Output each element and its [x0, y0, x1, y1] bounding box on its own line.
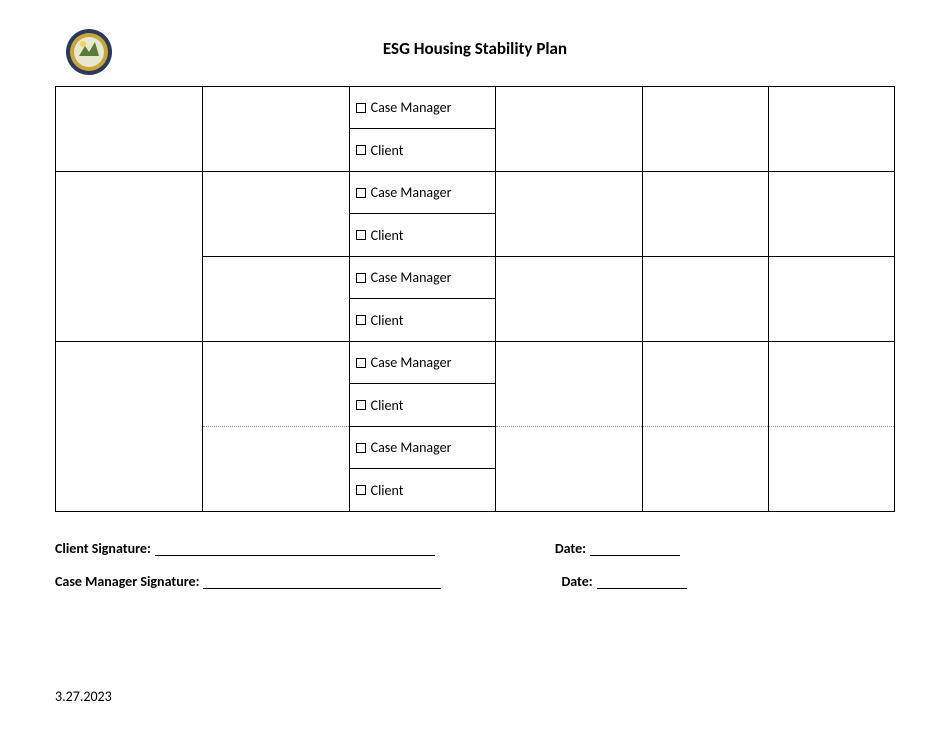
client-signature-line[interactable]: [155, 540, 435, 556]
option-label: Client: [371, 482, 404, 499]
option-label: Client: [371, 142, 404, 159]
option-case-manager[interactable]: Case Manager: [350, 257, 496, 299]
option-case-manager[interactable]: Case Manager: [350, 427, 496, 469]
date-label: Date:: [555, 540, 586, 557]
option-label: Case Manager: [371, 184, 452, 201]
signature-block: Client Signature: Date: Case Manager Sig…: [55, 540, 895, 590]
checkbox-icon[interactable]: [356, 188, 366, 198]
case-manager-signature-row: Case Manager Signature: Date:: [55, 573, 895, 590]
case-manager-signature-line[interactable]: [203, 573, 441, 589]
option-case-manager[interactable]: Case Manager: [350, 87, 496, 129]
checkbox-icon[interactable]: [356, 443, 366, 453]
option-label: Client: [371, 312, 404, 329]
checkbox-icon[interactable]: [356, 358, 366, 368]
option-client[interactable]: Client: [350, 469, 496, 511]
option-case-manager[interactable]: Case Manager: [350, 342, 496, 384]
form-header: ESG Housing Stability Plan: [55, 28, 895, 78]
option-client[interactable]: Client: [350, 384, 496, 426]
option-label: Case Manager: [371, 99, 452, 116]
footer-revision-date: 3.27.2023: [55, 688, 112, 705]
case-manager-signature-label: Case Manager Signature:: [55, 573, 199, 590]
checkbox-icon[interactable]: [356, 103, 366, 113]
option-label: Case Manager: [371, 354, 452, 371]
option-case-manager[interactable]: Case Manager: [350, 172, 496, 214]
checkbox-icon[interactable]: [356, 485, 366, 495]
checkbox-icon[interactable]: [356, 230, 366, 240]
client-date-line[interactable]: [590, 540, 680, 556]
table-row: Case Manager Client: [56, 87, 895, 172]
client-signature-label: Client Signature:: [55, 540, 151, 557]
option-label: Case Manager: [371, 269, 452, 286]
option-client[interactable]: Client: [350, 299, 496, 341]
checkbox-icon[interactable]: [356, 315, 366, 325]
table-row: Case Manager Client: [56, 172, 895, 257]
option-client[interactable]: Client: [350, 214, 496, 256]
option-label: Case Manager: [371, 439, 452, 456]
option-client[interactable]: Client: [350, 129, 496, 171]
stability-plan-table: Case Manager Client Case Manager Client: [55, 86, 895, 512]
date-label: Date:: [561, 573, 592, 590]
table-row: Case Manager Client: [56, 342, 895, 427]
client-signature-row: Client Signature: Date:: [55, 540, 895, 557]
page-title: ESG Housing Stability Plan: [55, 28, 895, 59]
checkbox-icon[interactable]: [356, 400, 366, 410]
checkbox-icon[interactable]: [356, 145, 366, 155]
checkbox-icon[interactable]: [356, 273, 366, 283]
option-label: Client: [371, 227, 404, 244]
county-seal-icon: [65, 28, 113, 76]
case-manager-date-line[interactable]: [597, 573, 687, 589]
option-label: Client: [371, 397, 404, 414]
